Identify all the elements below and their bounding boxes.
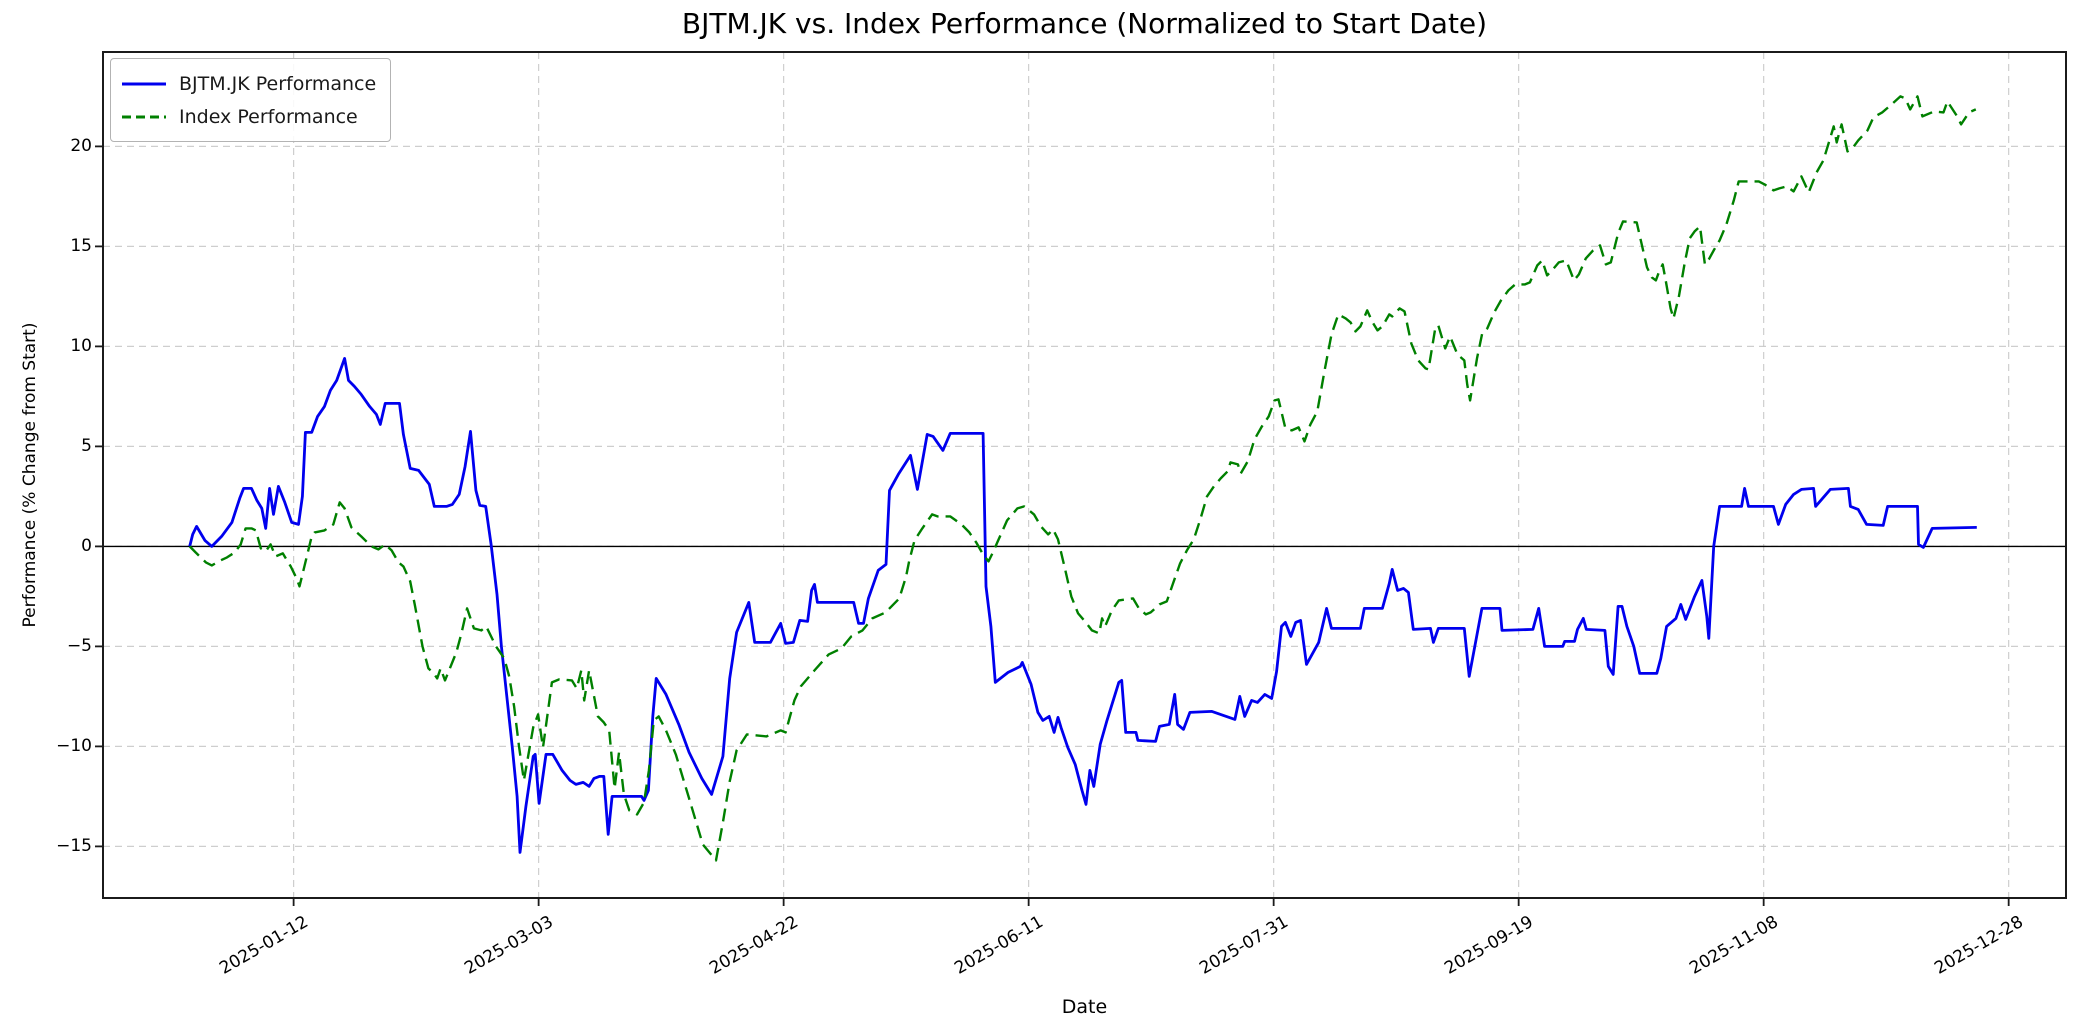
chart-title: BJTM.JK vs. Index Performance (Normalize…	[681, 7, 1488, 40]
y-tick-label: −5	[66, 636, 92, 657]
legend-label: BJTM.JK Performance	[179, 72, 377, 95]
legend-item-bjtm: BJTM.JK Performance	[121, 67, 376, 100]
series-line-bjtm	[188, 357, 1977, 854]
y-tick-label: 10	[70, 336, 92, 357]
y-tick-label: 0	[81, 536, 92, 557]
legend-label: Index Performance	[179, 105, 358, 128]
legend-line-sample-solid	[122, 82, 166, 85]
y-tick-label: −15	[56, 836, 92, 857]
axes-spines	[102, 51, 2067, 899]
series-line-index	[188, 95, 1977, 862]
legend: BJTM.JK Performance Index Performance	[110, 58, 392, 142]
y-tick-label: 5	[81, 436, 92, 457]
y-tick-label: 15	[70, 236, 92, 257]
legend-item-index: Index Performance	[121, 100, 376, 133]
x-axis-label: Date	[1061, 996, 1108, 1018]
y-tick-label: −10	[56, 736, 92, 757]
legend-line-sample-dashed	[122, 115, 166, 118]
y-tick-label: 20	[70, 136, 92, 157]
